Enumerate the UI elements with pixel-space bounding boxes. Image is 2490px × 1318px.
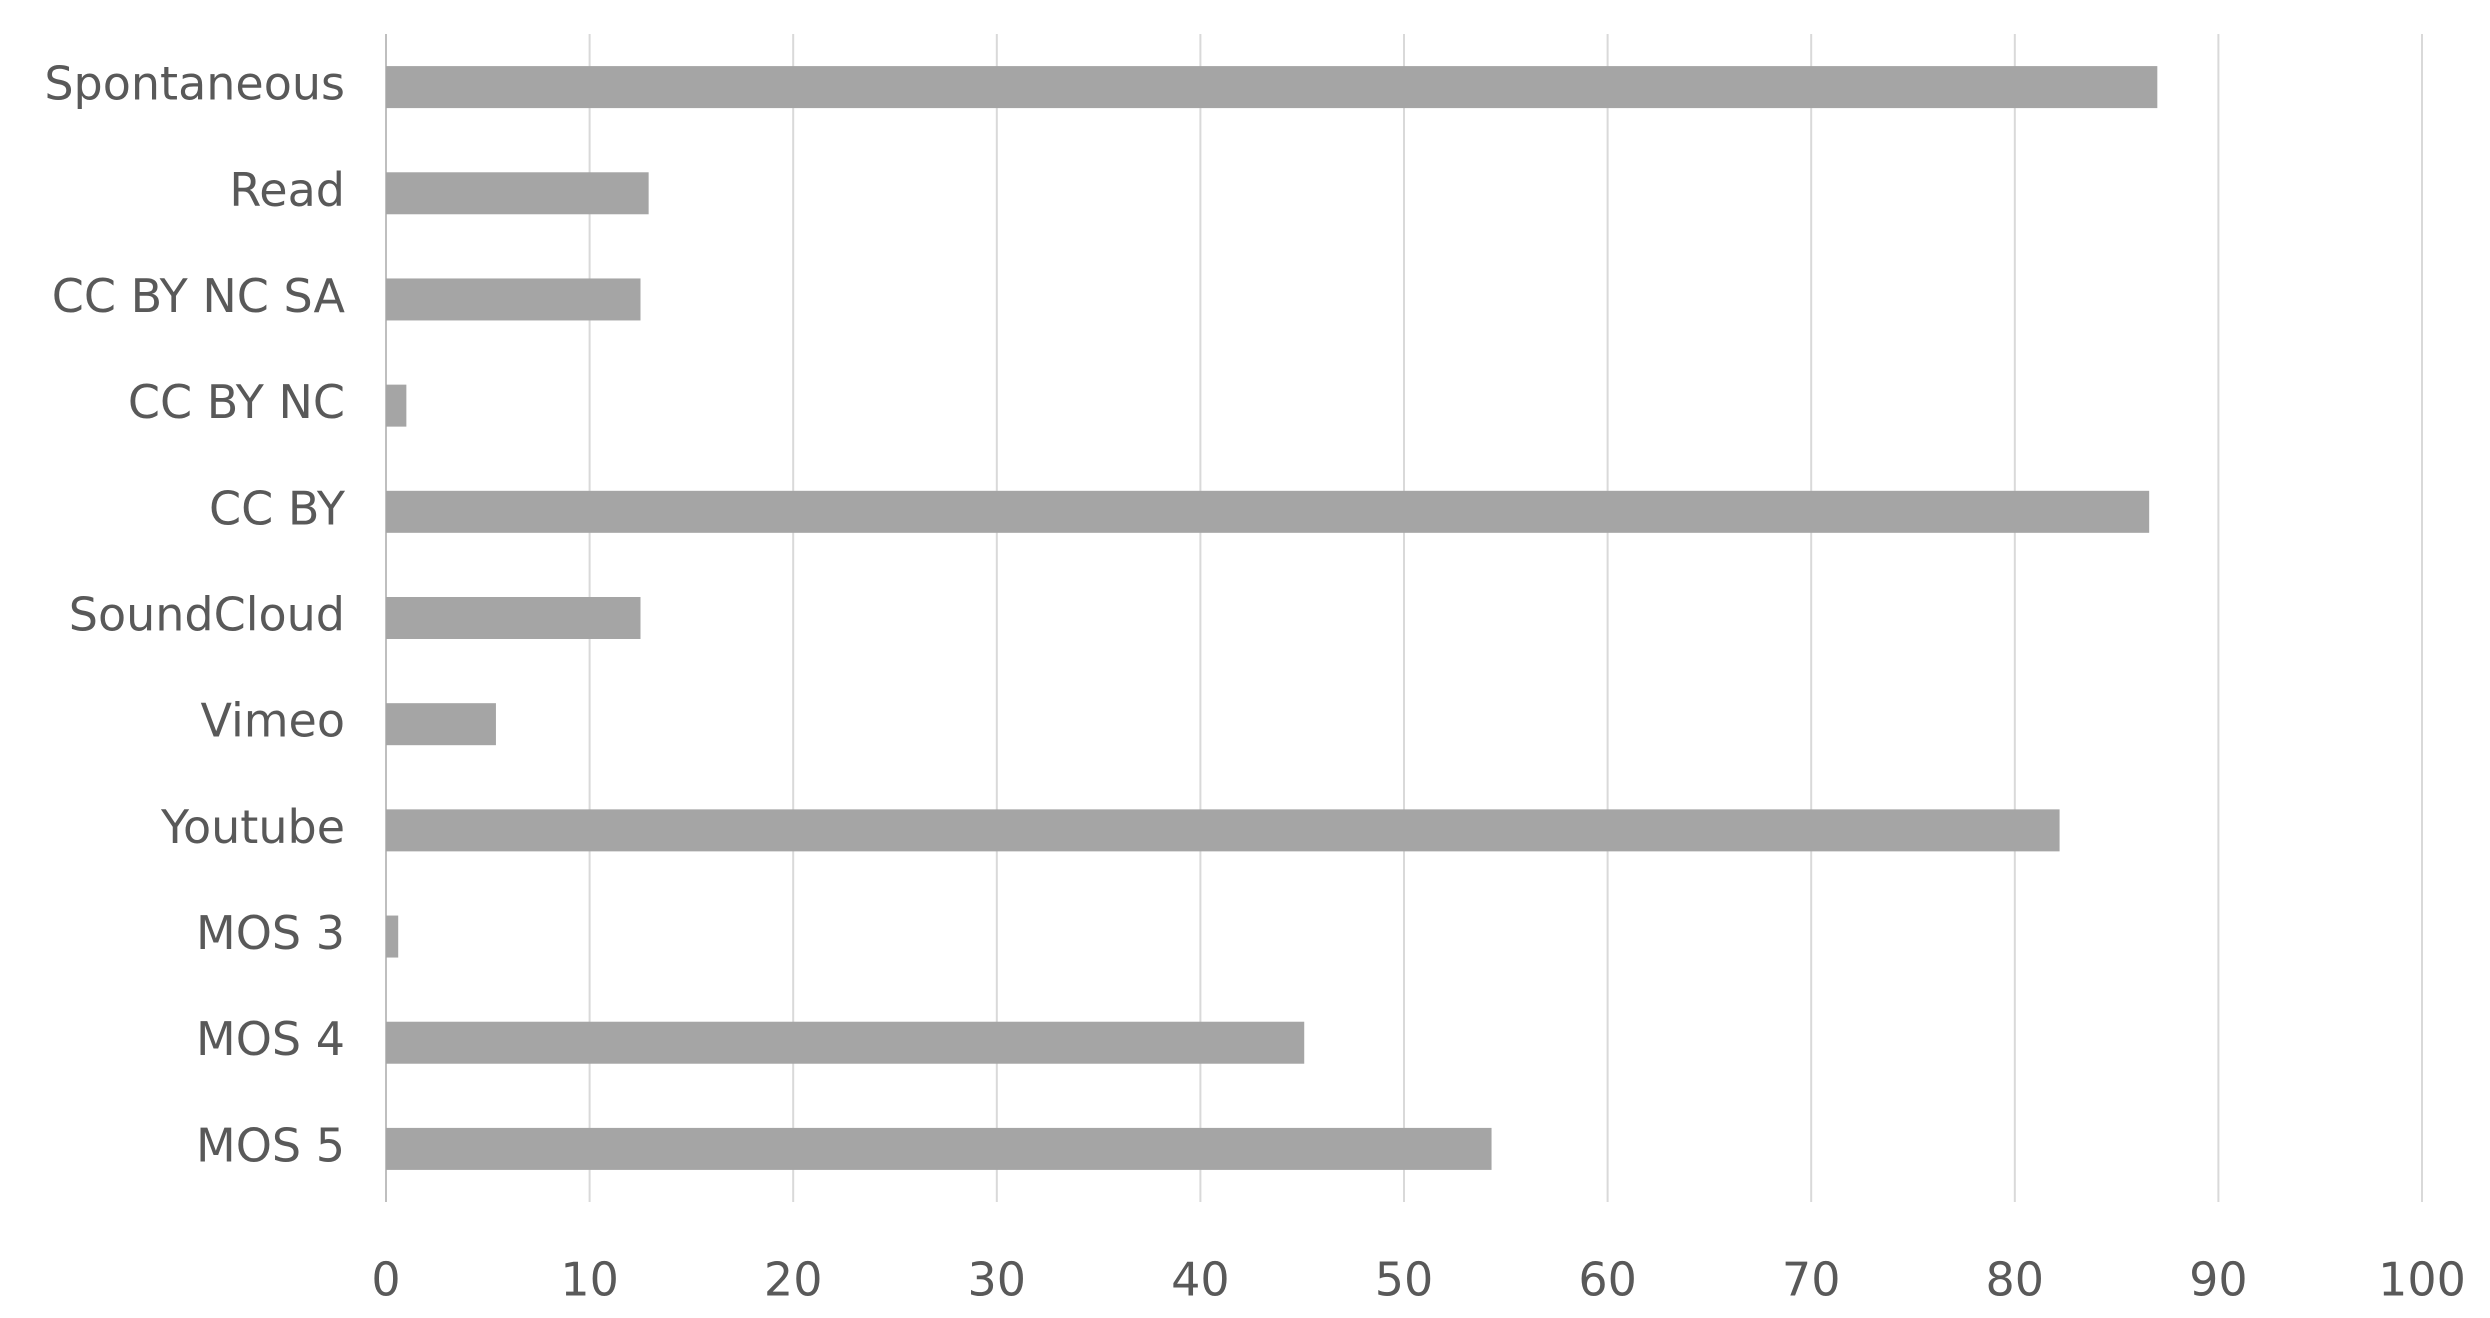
x-tick-label: 80 <box>1986 1253 2045 1307</box>
x-tick-label: 10 <box>560 1253 619 1307</box>
bar <box>386 66 2158 109</box>
bar <box>386 172 649 215</box>
y-tick-label: MOS 5 <box>196 1118 345 1172</box>
y-tick-label: Spontaneous <box>44 57 345 111</box>
y-tick-label: CC BY <box>209 481 346 535</box>
x-tick-label: 70 <box>1782 1253 1841 1307</box>
bar <box>386 1127 1492 1170</box>
y-tick-label: CC BY NC SA <box>52 269 346 323</box>
bar <box>386 915 399 958</box>
y-tick-label: Read <box>229 163 345 217</box>
x-tick-label: 30 <box>968 1253 1027 1307</box>
y-tick-label: SoundCloud <box>69 588 345 642</box>
x-tick-label: 100 <box>2378 1253 2466 1307</box>
y-tick-label: Vimeo <box>201 694 346 748</box>
y-tick-label: Youtube <box>160 800 345 854</box>
x-tick-label: 20 <box>764 1253 823 1307</box>
x-tick-label: 50 <box>1375 1253 1434 1307</box>
y-tick-label: MOS 4 <box>196 1012 345 1066</box>
x-tick-label: 40 <box>1171 1253 1230 1307</box>
bar <box>386 490 2150 533</box>
bar <box>386 597 641 639</box>
x-tick-label: 0 <box>371 1253 400 1307</box>
bar <box>386 384 407 427</box>
bar <box>386 278 641 321</box>
x-tick-label: 60 <box>1578 1253 1637 1307</box>
x-tick-label: 90 <box>2189 1253 2248 1307</box>
bar <box>386 703 496 746</box>
bar <box>386 1021 1305 1064</box>
y-tick-label: MOS 3 <box>196 906 345 960</box>
bar <box>386 809 2060 852</box>
y-tick-label: CC BY NC <box>128 375 345 429</box>
